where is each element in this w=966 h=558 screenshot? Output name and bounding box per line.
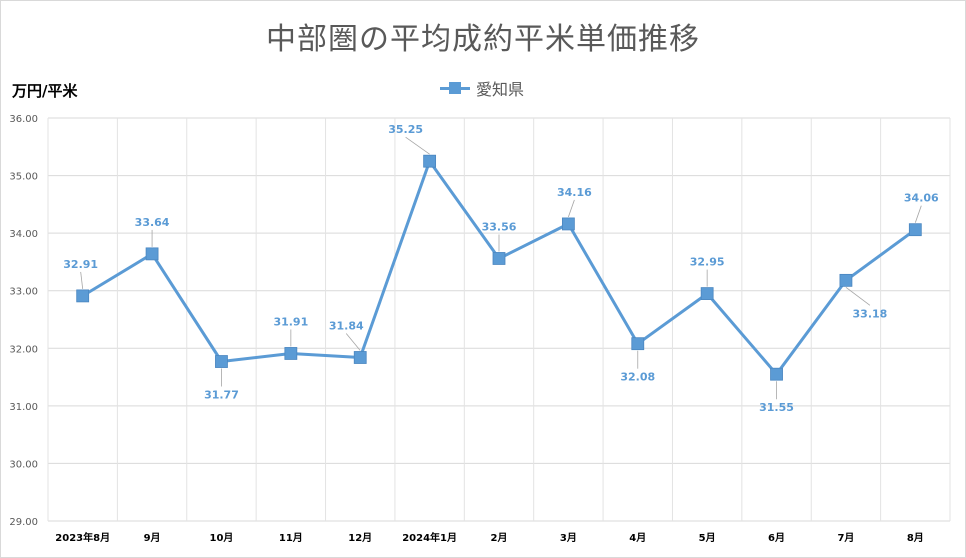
label-leader xyxy=(405,136,430,155)
data-point-marker xyxy=(492,252,506,265)
data-label: 33.56 xyxy=(482,220,517,233)
data-point-marker xyxy=(423,154,437,168)
y-tick-label: 33.00 xyxy=(9,287,38,298)
data-label: 34.16 xyxy=(557,186,592,199)
x-tick-label: 10月 xyxy=(210,532,234,544)
data-point-marker xyxy=(770,367,783,381)
data-label: 33.64 xyxy=(135,216,170,229)
legend-label: 愛知県 xyxy=(476,80,525,99)
x-tick-label: 5月 xyxy=(699,532,716,544)
data-point-marker xyxy=(839,273,853,287)
series-line-aichi xyxy=(81,159,917,376)
label-leader-lines xyxy=(80,136,922,400)
legend: 愛知県 xyxy=(440,76,524,100)
label-leader xyxy=(914,205,922,223)
data-point-marker xyxy=(353,351,367,364)
y-tick-label: 36.00 xyxy=(9,114,38,125)
x-tick-label: 6月 xyxy=(768,532,785,544)
data-label: 32.95 xyxy=(690,256,725,269)
data-point-marker xyxy=(908,223,922,237)
series-markers xyxy=(76,154,922,381)
x-tick-label: 2024年1月 xyxy=(402,531,457,544)
data-labels: 32.91 33.64 31.77 31.91 31.84 35.25 33.56 34.16… xyxy=(63,123,939,414)
chart-title: 中部圏の平均成約平米単価推移 xyxy=(266,22,700,57)
y-tick-label: 34.00 xyxy=(9,229,38,240)
data-label: 33.18 xyxy=(853,307,888,320)
data-label: 31.91 xyxy=(273,315,308,328)
y-tick-label: 29.00 xyxy=(9,517,38,528)
data-point-marker xyxy=(284,347,298,360)
x-tick-label: 4月 xyxy=(629,532,646,544)
data-label: 34.06 xyxy=(904,192,939,205)
y-tick-label: 35.00 xyxy=(9,172,38,183)
label-leader xyxy=(845,287,871,306)
x-tick-label: 12月 xyxy=(348,532,372,544)
x-tick-label: 3月 xyxy=(560,532,577,544)
data-label: 31.55 xyxy=(759,401,794,414)
data-point-marker xyxy=(700,287,714,300)
y-axis-label: 万円/平米 xyxy=(12,82,78,100)
x-tick-label: 2月 xyxy=(491,532,508,544)
data-point-marker xyxy=(561,217,575,231)
data-label: 35.25 xyxy=(388,123,423,136)
data-label: 32.08 xyxy=(620,371,655,384)
x-tick-label: 7月 xyxy=(837,532,854,544)
data-point-marker xyxy=(76,289,90,303)
x-tick-label: 8月 xyxy=(907,532,924,544)
x-tick-label: 2023年8月 xyxy=(55,531,110,544)
x-tick-label: 11月 xyxy=(279,532,303,544)
x-axis-ticks: 2023年8月 9月 10月 11月 12月 2024年1月 2月 3月 4月 5月 6月 7月 8月 xyxy=(55,531,923,544)
x-tick-label: 9月 xyxy=(144,532,161,544)
y-tick-label: 31.00 xyxy=(9,402,38,413)
y-axis-ticks: 29.00 30.00 31.00 32.00 33.00 34.00 35.00 36.00 xyxy=(9,114,38,528)
data-label: 31.84 xyxy=(329,319,364,332)
label-leader xyxy=(345,333,361,351)
label-leader xyxy=(568,199,575,218)
data-label: 32.91 xyxy=(63,258,98,271)
data-point-marker xyxy=(145,247,159,261)
data-point-marker xyxy=(631,337,645,351)
gridlines xyxy=(47,117,951,522)
legend-marker-icon xyxy=(449,81,461,94)
y-tick-label: 30.00 xyxy=(9,459,38,470)
data-label: 31.77 xyxy=(204,389,239,402)
data-point-marker xyxy=(215,355,228,368)
label-leader xyxy=(80,271,84,289)
legend-line-icon xyxy=(440,81,470,94)
y-tick-label: 32.00 xyxy=(9,344,38,355)
